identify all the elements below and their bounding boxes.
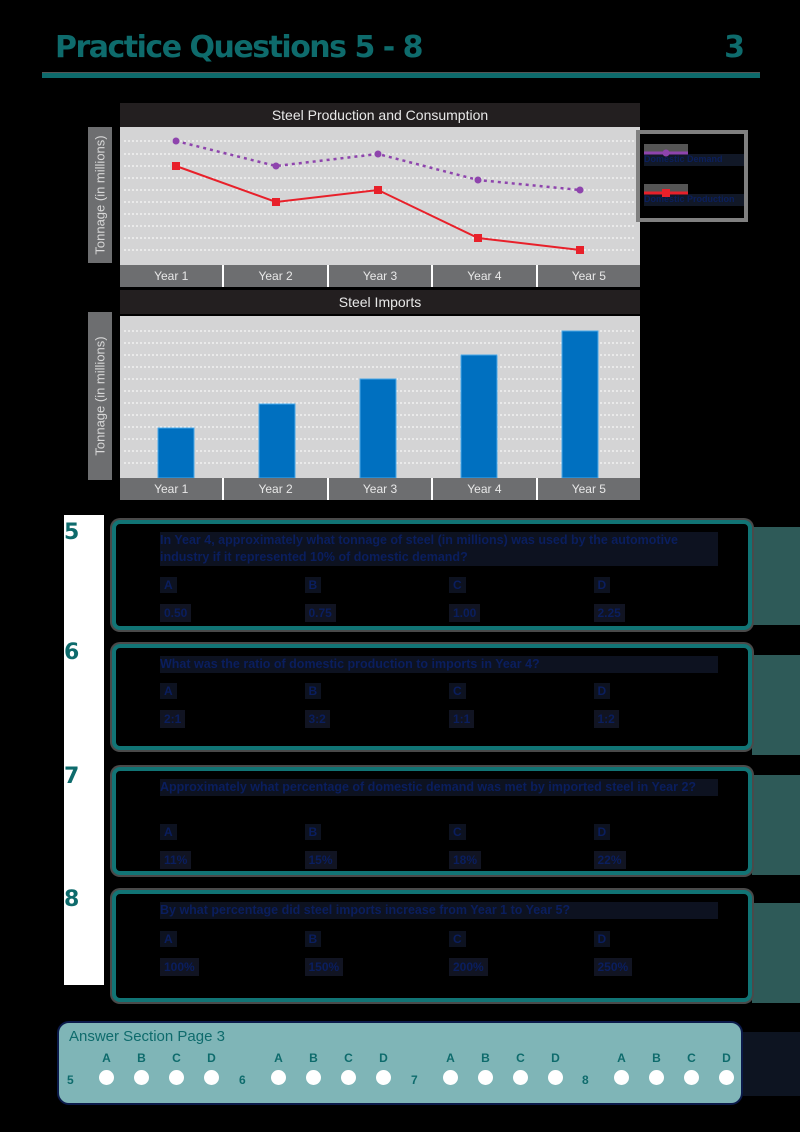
bar-chart-title: Steel Imports [120,290,640,314]
question-5: In Year 4, approximately what tonnage of… [112,520,752,630]
option-c[interactable]: C 18% [449,823,594,869]
x-tick: Year 1 [120,478,225,500]
question-text: In Year 4, approximately what tonnage of… [160,532,718,566]
x-tick: Year 5 [571,482,606,496]
page-number: 3 [724,30,745,65]
answer-bubble-6a[interactable] [261,1070,296,1085]
option-c[interactable]: C 200% [449,930,594,976]
answer-bubble-6c[interactable] [331,1070,366,1085]
answer-bubble-7b[interactable] [468,1070,503,1085]
x-tick: Year 5 [571,269,606,283]
x-tick: Year 3 [329,478,434,500]
answer-bubble-8c[interactable] [674,1070,709,1085]
answer-bubble-8b[interactable] [639,1070,674,1085]
answer-bubble-8a[interactable] [604,1070,639,1085]
answer-bubble-6b[interactable] [296,1070,331,1085]
answer-bubble-5d[interactable] [194,1070,229,1085]
answer-options: A 11% B 15% C 18% D 22% [160,823,738,869]
option-a[interactable]: A 0.50 [160,576,305,622]
demand-markers [172,137,584,194]
answer-bubble-7d[interactable] [538,1070,573,1085]
answer-options: A 0.50 B 0.75 C 1.00 D 2.25 [160,576,738,622]
answer-bubble-5c[interactable] [159,1070,194,1085]
answer-bubble-6d[interactable] [366,1070,401,1085]
option-d[interactable]: D 250% [593,930,739,976]
line-chart-plot [120,127,640,265]
option-a[interactable]: A 11% [160,823,305,869]
legend-label: Domestic Production [644,194,744,206]
bar-chart-plot [120,316,640,478]
answer-number: 8 [582,1073,589,1087]
production-markers [172,162,584,254]
x-tick: Year 3 [329,265,434,287]
answer-options: A 100% B 150% C 200% D 250% [160,930,738,976]
answer-bubble-7a[interactable] [433,1070,468,1085]
import-bars [157,330,599,478]
question-side-tab [752,527,800,625]
line-chart-legend: Domestic Demand Domestic Production [636,130,748,222]
bar-chart-ylabel: Tonnage (in millions) [88,312,112,480]
option-a[interactable]: A 100% [160,930,305,976]
answer-bubble-5a[interactable] [89,1070,124,1085]
answer-bubble-5b[interactable] [124,1070,159,1085]
option-c[interactable]: C 1:1 [449,682,594,728]
option-d[interactable]: D 1:2 [593,682,739,728]
question-8: By what percentage did steel imports inc… [112,890,752,1002]
question-side-tab [752,903,800,1003]
domestic-production-line [175,165,581,251]
question-side-tab [752,655,800,755]
x-tick: Year 1 [120,265,225,287]
option-a[interactable]: A 2:1 [160,682,305,728]
gridlines [124,140,636,251]
option-d[interactable]: D 22% [593,823,739,869]
question-text: Approximately what percentage of domesti… [160,779,718,796]
production-swatch-icon [644,184,688,197]
option-b[interactable]: B 150% [304,930,450,976]
bar-chart-svg [124,330,636,478]
legend-label: Domestic Demand [644,154,744,166]
option-d[interactable]: D 2.25 [593,576,739,622]
answer-section-title: Answer Section Page 3 [69,1028,225,1045]
legend-item-production: Domestic Production [644,184,744,206]
question-number: 6 [64,640,80,665]
bar-chart-xaxis: Year 1 Year 2 Year 3 Year 4 Year 5 [120,478,640,500]
option-b[interactable]: B 15% [304,823,450,869]
answer-bubble-7c[interactable] [503,1070,538,1085]
header-divider [42,72,760,78]
answer-number: 7 [411,1073,418,1087]
option-b[interactable]: B 3:2 [304,682,450,728]
question-7: Approximately what percentage of domesti… [112,767,752,875]
line-chart-xaxis: Year 1 Year 2 Year 3 Year 4 Year 5 [120,265,640,287]
answer-bubble-8d[interactable] [709,1070,744,1085]
question-number: 5 [64,520,80,545]
page-title: Practice Questions 5 - 8 [55,30,424,65]
answer-side-tab [743,1032,800,1096]
question-text: What was the ratio of domestic productio… [160,656,718,673]
question-number: 7 [64,764,80,789]
question-text: By what percentage did steel imports inc… [160,902,718,919]
legend-item-demand: Domestic Demand [644,144,744,166]
x-tick: Year 4 [433,478,538,500]
demand-swatch-icon [644,144,688,157]
answer-number: 5 [67,1073,74,1087]
option-b[interactable]: B 0.75 [304,576,450,622]
question-number-column [64,515,104,985]
x-tick: Year 2 [224,478,329,500]
answer-number: 6 [239,1073,246,1087]
x-tick: Year 2 [224,265,329,287]
option-c[interactable]: C 1.00 [449,576,594,622]
line-chart-ylabel: Tonnage (in millions) [88,127,112,263]
question-number: 8 [64,887,80,912]
question-side-tab [752,775,800,875]
answer-options: A 2:1 B 3:2 C 1:1 D 1:2 [160,682,738,728]
line-chart-title: Steel Production and Consumption [120,103,640,127]
line-chart-svg [124,137,636,254]
x-tick: Year 4 [433,265,538,287]
question-6: What was the ratio of domestic productio… [112,644,752,750]
